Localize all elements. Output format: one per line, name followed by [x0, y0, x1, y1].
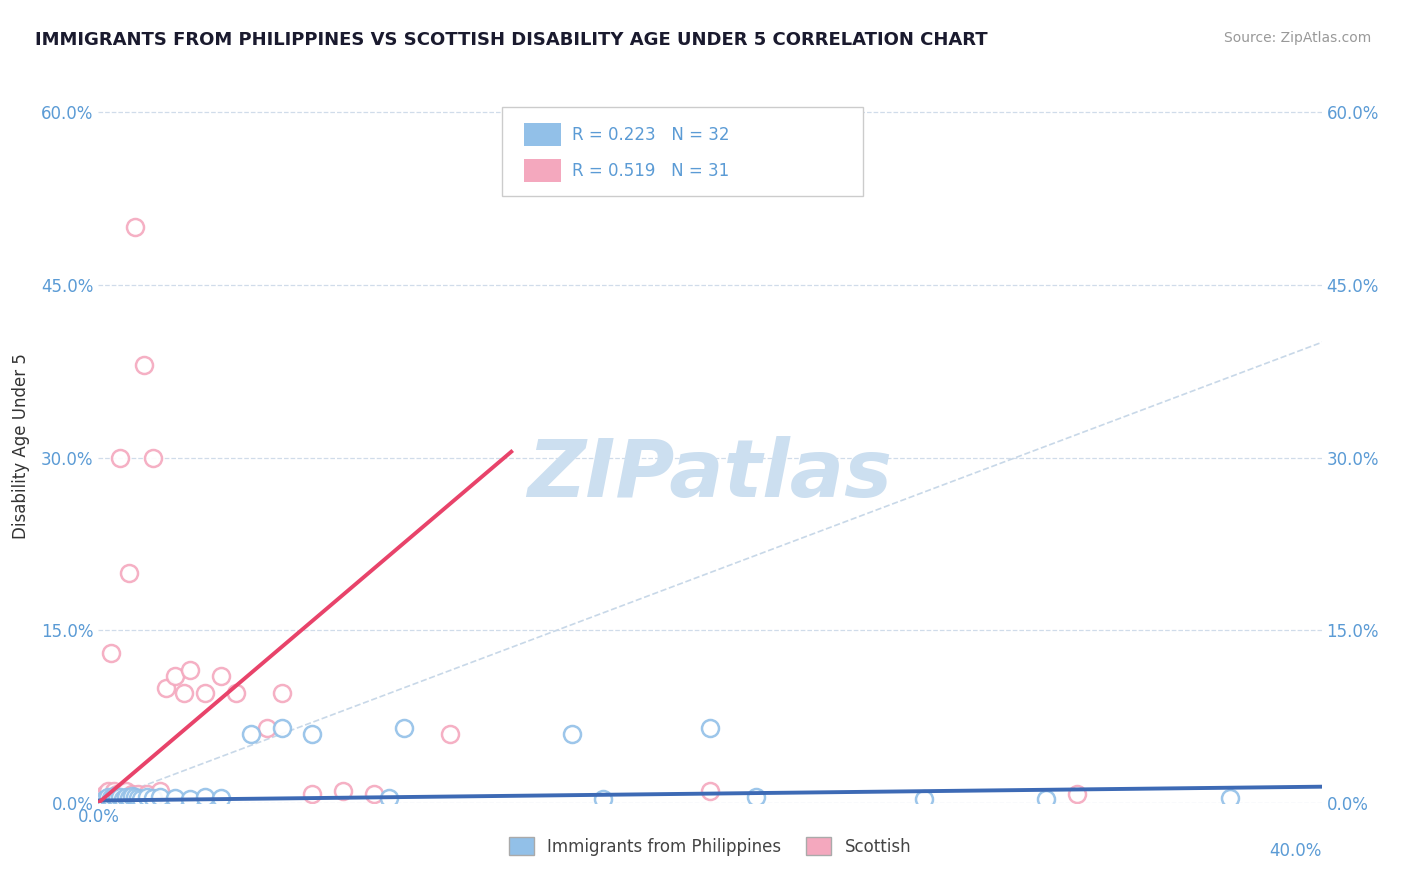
- Point: [121, 787, 143, 801]
- Point: [136, 790, 159, 805]
- Point: [256, 721, 278, 735]
- Point: [163, 669, 186, 683]
- Point: [134, 359, 156, 373]
- Point: [118, 791, 141, 805]
- Point: [179, 792, 201, 806]
- Point: [363, 787, 385, 801]
- Point: [270, 686, 292, 700]
- Point: [173, 686, 195, 700]
- Point: [124, 790, 146, 805]
- Point: [97, 784, 120, 798]
- Point: [194, 686, 217, 700]
- Point: [142, 791, 165, 805]
- Point: [592, 792, 614, 806]
- Point: [142, 450, 165, 465]
- Text: Source: ZipAtlas.com: Source: ZipAtlas.com: [1223, 31, 1371, 45]
- Point: [124, 220, 146, 235]
- Point: [561, 727, 583, 741]
- Point: [745, 790, 768, 805]
- Point: [100, 791, 122, 805]
- Point: [111, 792, 134, 806]
- Point: [111, 787, 134, 801]
- Point: [136, 787, 159, 801]
- Point: [332, 784, 354, 798]
- Point: [240, 727, 263, 741]
- Point: [439, 727, 461, 741]
- Point: [105, 791, 128, 805]
- Point: [270, 721, 292, 735]
- Point: [127, 787, 149, 801]
- Point: [209, 669, 232, 683]
- Point: [179, 664, 201, 678]
- FancyBboxPatch shape: [502, 107, 863, 196]
- Point: [163, 791, 186, 805]
- Point: [121, 789, 143, 803]
- Point: [103, 789, 125, 803]
- Point: [93, 792, 115, 806]
- Point: [1035, 792, 1057, 806]
- Text: ZIPatlas: ZIPatlas: [527, 435, 893, 514]
- Point: [108, 450, 131, 465]
- Point: [108, 790, 131, 805]
- Point: [301, 727, 323, 741]
- Point: [209, 791, 232, 805]
- Point: [93, 787, 115, 801]
- Legend: Immigrants from Philippines, Scottish: Immigrants from Philippines, Scottish: [502, 830, 918, 863]
- Point: [301, 787, 323, 801]
- Point: [392, 721, 416, 735]
- Point: [1219, 791, 1241, 805]
- FancyBboxPatch shape: [524, 159, 561, 182]
- Point: [155, 681, 177, 695]
- Point: [1066, 787, 1088, 801]
- Point: [100, 646, 122, 660]
- Point: [699, 784, 721, 798]
- Text: R = 0.223   N = 32: R = 0.223 N = 32: [572, 126, 730, 144]
- Point: [194, 790, 217, 805]
- Text: R = 0.519   N = 31: R = 0.519 N = 31: [572, 161, 730, 179]
- Point: [225, 686, 247, 700]
- Point: [115, 790, 138, 805]
- Text: IMMIGRANTS FROM PHILIPPINES VS SCOTTISH DISABILITY AGE UNDER 5 CORRELATION CHART: IMMIGRANTS FROM PHILIPPINES VS SCOTTISH …: [35, 31, 988, 49]
- Point: [103, 784, 125, 798]
- Point: [912, 792, 935, 806]
- Point: [149, 790, 172, 805]
- Point: [378, 791, 401, 805]
- Text: 40.0%: 40.0%: [1270, 842, 1322, 860]
- Point: [118, 566, 141, 580]
- Point: [699, 721, 721, 735]
- FancyBboxPatch shape: [524, 123, 561, 146]
- Point: [149, 784, 172, 798]
- Point: [115, 784, 138, 798]
- Point: [127, 791, 149, 805]
- Point: [105, 787, 128, 801]
- Y-axis label: Disability Age Under 5: Disability Age Under 5: [11, 353, 30, 539]
- Point: [97, 790, 120, 805]
- Point: [129, 792, 152, 806]
